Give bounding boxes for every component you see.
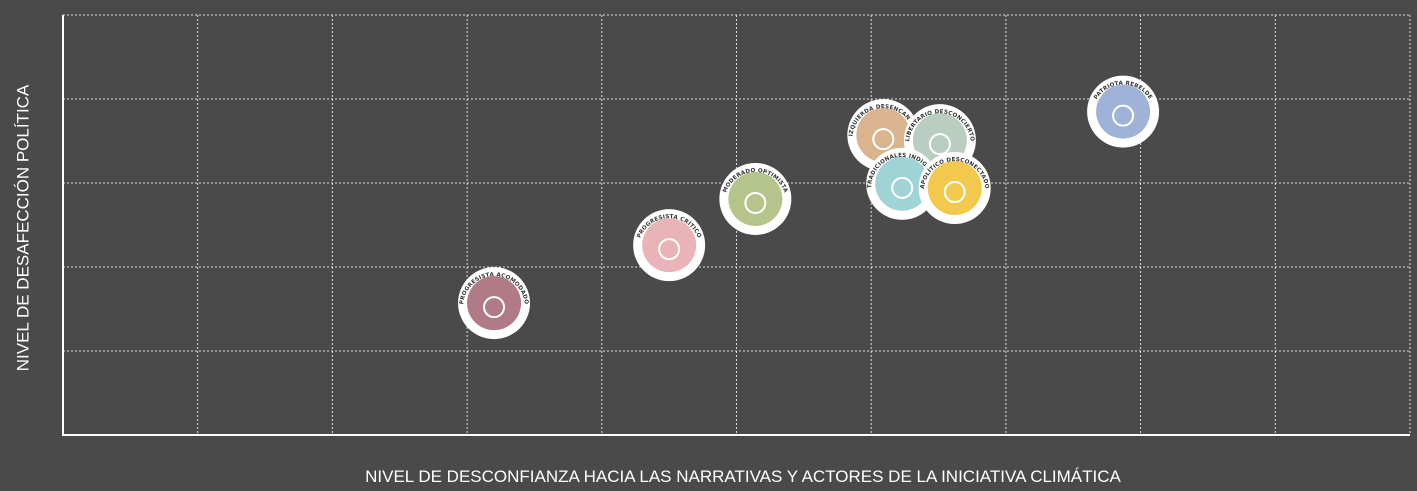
badge-fill [1096,84,1151,139]
badge-icon [744,191,767,214]
badge-fill [875,156,930,211]
badge-icon [1112,104,1135,127]
badge-icon [483,296,506,319]
badge-fill [467,276,522,331]
badge-icon [872,128,895,151]
badge: PROGRESISTA ACOMODADO [458,267,531,340]
badge: PATRIOTA REBELDE [1087,75,1160,148]
badge: PROGRESISTA CRÍTICO [633,209,706,282]
badge: MODERADO OPTIMISTA [719,162,792,235]
points: PROGRESISTA ACOMODADO PROGRESISTA CRÍTICO… [458,75,1160,340]
badge-fill [728,171,783,226]
badge-icon [658,238,681,261]
badge: APOLÍTICO DESCONECTADO [918,152,991,225]
badge-fill [642,218,697,273]
badge-icon [891,176,914,199]
badge-icon [928,133,951,156]
badge-fill [927,161,982,216]
badge-icon [943,181,966,204]
y-axis-label: NIVEL DE DESAFECCIÓN POLÍTICA [13,84,32,371]
x-axis-label: NIVEL DE DESCONFIANZA HACIA LAS NARRATIV… [365,467,1121,486]
